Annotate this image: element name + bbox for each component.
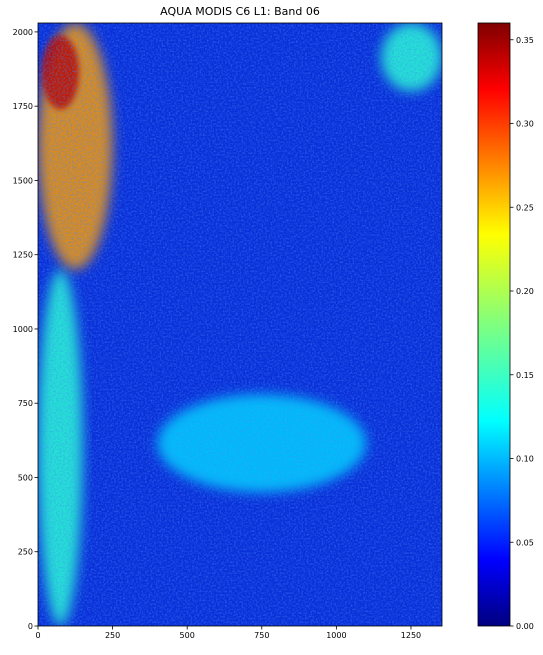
y-tick-label: 500 bbox=[18, 473, 33, 482]
y-tick-label: 1250 bbox=[13, 251, 33, 260]
colorbar-tick-label: 0.05 bbox=[516, 538, 534, 547]
y-tick-label: 1750 bbox=[13, 102, 33, 111]
y-tick-label: 2000 bbox=[13, 28, 33, 37]
colorbar-tick-label: 0.30 bbox=[516, 120, 534, 129]
x-tick-label: 1250 bbox=[401, 631, 421, 640]
x-tick-label: 500 bbox=[180, 631, 195, 640]
colorbar-tick-label: 0.10 bbox=[516, 455, 534, 464]
plot-area bbox=[38, 23, 442, 626]
x-axis: 0 250 500 750 1000 1250 bbox=[35, 626, 421, 640]
x-tick-label: 250 bbox=[105, 631, 120, 640]
colorbar-tick-label: 0.00 bbox=[516, 622, 534, 631]
colorbar-tick-label: 0.35 bbox=[516, 36, 534, 45]
plot-frame bbox=[37, 22, 443, 627]
x-tick-label: 750 bbox=[254, 631, 269, 640]
y-axis: 0 250 500 750 1000 1250 1500 1750 2000 bbox=[13, 28, 38, 631]
chart-title: AQUA MODIS C6 L1: Band 06 bbox=[160, 5, 320, 18]
y-tick-label: 250 bbox=[18, 548, 33, 557]
y-tick-label: 1000 bbox=[13, 325, 33, 334]
colorbar-gradient bbox=[477, 22, 511, 627]
colorbar-tick-label: 0.25 bbox=[516, 203, 534, 212]
y-tick-label: 0 bbox=[28, 622, 33, 631]
colorbar-tick-label: 0.20 bbox=[516, 287, 534, 296]
colorbar: 0.00 0.05 0.10 0.15 0.20 0.25 0.30 0.35 bbox=[477, 22, 534, 631]
colorbar-tick-label: 0.15 bbox=[516, 371, 534, 380]
y-tick-label: 1500 bbox=[13, 176, 33, 185]
colorbar-ticks: 0.00 0.05 0.10 0.15 0.20 0.25 0.30 0.35 bbox=[510, 36, 534, 631]
heatmap-texture bbox=[38, 23, 442, 626]
x-tick-label: 1000 bbox=[326, 631, 346, 640]
x-tick-label: 0 bbox=[35, 631, 40, 640]
y-tick-label: 750 bbox=[18, 399, 33, 408]
